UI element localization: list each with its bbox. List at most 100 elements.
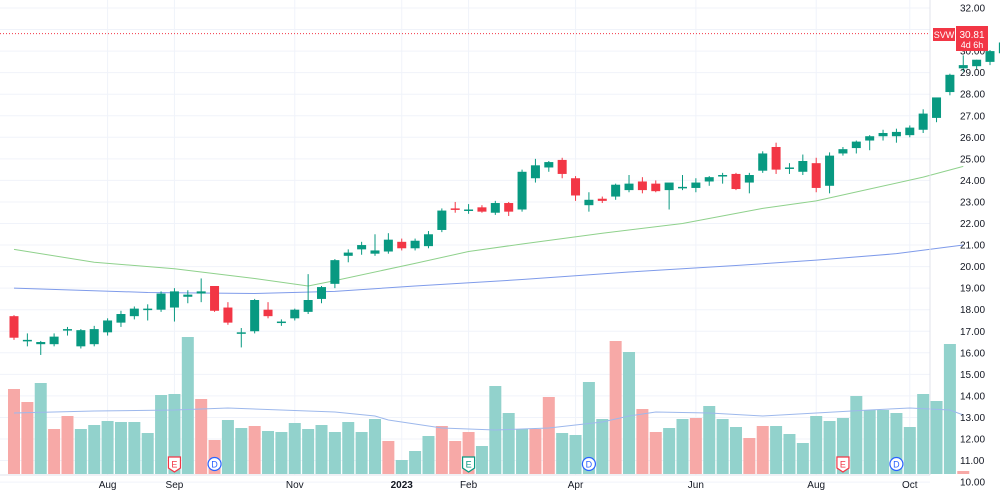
candle-body (50, 337, 59, 345)
candle-body (932, 97, 941, 117)
ma-line-blue (14, 245, 963, 293)
candle-body (90, 329, 99, 344)
candle-body (838, 149, 847, 153)
y-tick-label: 29.00 (960, 68, 985, 79)
x-tick-label: Nov (286, 480, 304, 491)
candle-body (170, 291, 179, 307)
volume-bar (182, 337, 194, 474)
volume-bar (275, 432, 287, 474)
candle-body (691, 183, 700, 188)
x-tick-label: Jun (688, 480, 704, 491)
candle-body (237, 332, 246, 334)
candles (10, 20, 1000, 355)
volume-bar (516, 429, 528, 474)
volume-bar (115, 422, 127, 474)
candle-body (812, 163, 821, 188)
x-tick-label: 2023 (391, 480, 414, 491)
volume-bar (35, 383, 47, 474)
candle-body (103, 320, 112, 332)
moving-averages (0, 34, 963, 430)
candle-body (116, 314, 125, 323)
y-tick-label: 21.00 (960, 241, 985, 252)
candle-body (63, 329, 72, 331)
volume-bar (690, 418, 702, 474)
volume-bar (369, 419, 381, 474)
volume-bar (783, 434, 795, 474)
volume-bar (743, 438, 755, 474)
candle-body (571, 178, 580, 195)
x-tick-label: Aug (807, 480, 825, 491)
y-tick-label: 11.00 (960, 456, 985, 467)
volume-bar (289, 423, 301, 474)
dividend-marker-label: D (211, 460, 218, 470)
volume-bar (195, 399, 207, 474)
volume-bar (329, 432, 341, 474)
candle-body (972, 60, 981, 66)
volume-bar (810, 416, 822, 474)
candle-body (451, 208, 460, 210)
volume-bar (235, 428, 247, 474)
candle-body (183, 295, 192, 297)
volume-bar (48, 429, 60, 474)
y-tick-label: 23.00 (960, 197, 985, 208)
volume-bar (356, 432, 368, 474)
y-tick-label: 27.00 (960, 111, 985, 122)
y-tick-label: 24.00 (960, 176, 985, 187)
volume-bar (570, 435, 582, 474)
candle-body (986, 51, 995, 62)
volume-bar (449, 441, 461, 474)
candle-body (477, 207, 486, 211)
candle-body (905, 128, 914, 136)
volume-bar (824, 421, 836, 474)
candle-body (758, 153, 767, 170)
volume-bar (262, 431, 274, 474)
candle-body (264, 310, 273, 316)
candle-body (330, 260, 339, 284)
volume-bar (128, 422, 140, 474)
volume-bar (316, 425, 328, 474)
candle-body (638, 181, 647, 190)
candle-body (23, 340, 32, 342)
dividend-marker-label: D (586, 460, 593, 470)
y-tick-label: 22.00 (960, 219, 985, 230)
volume-bar (757, 426, 769, 474)
volume-bar (677, 419, 689, 474)
candle-body (598, 199, 607, 201)
y-tick-label: 12.00 (960, 435, 985, 446)
volume-bar (610, 341, 622, 474)
candle-body (879, 133, 888, 136)
candle-body (304, 300, 313, 312)
volume-bar (650, 432, 662, 474)
volume-bar (663, 428, 675, 474)
y-tick-label: 18.00 (960, 305, 985, 316)
candle-body (344, 253, 353, 256)
volume-bar (931, 401, 943, 474)
volume-bar (75, 429, 87, 474)
volume-bar (770, 426, 782, 474)
candle-body (411, 241, 420, 249)
candle-body (210, 286, 219, 311)
candle-body (772, 147, 781, 170)
grid-lines (0, 0, 930, 482)
candle-body (130, 309, 139, 317)
candle-body (611, 185, 620, 197)
candle-body (197, 291, 206, 293)
volume-bars (8, 337, 969, 474)
volume-bar (342, 422, 354, 474)
y-tick-label: 14.00 (960, 391, 985, 402)
candle-body (10, 316, 19, 338)
y-tick-label: 15.00 (960, 370, 985, 381)
x-tick-label: Feb (460, 480, 478, 491)
candle-body (223, 308, 232, 323)
candle-body (491, 203, 500, 213)
earnings-marker-label: E (466, 460, 472, 470)
volume-bar (529, 429, 541, 474)
candle-body (370, 250, 379, 253)
candle-body (277, 322, 286, 324)
candle-body (143, 309, 152, 311)
dividend-marker-label: D (893, 460, 900, 470)
candle-body (919, 114, 928, 130)
candle-body (464, 209, 473, 211)
